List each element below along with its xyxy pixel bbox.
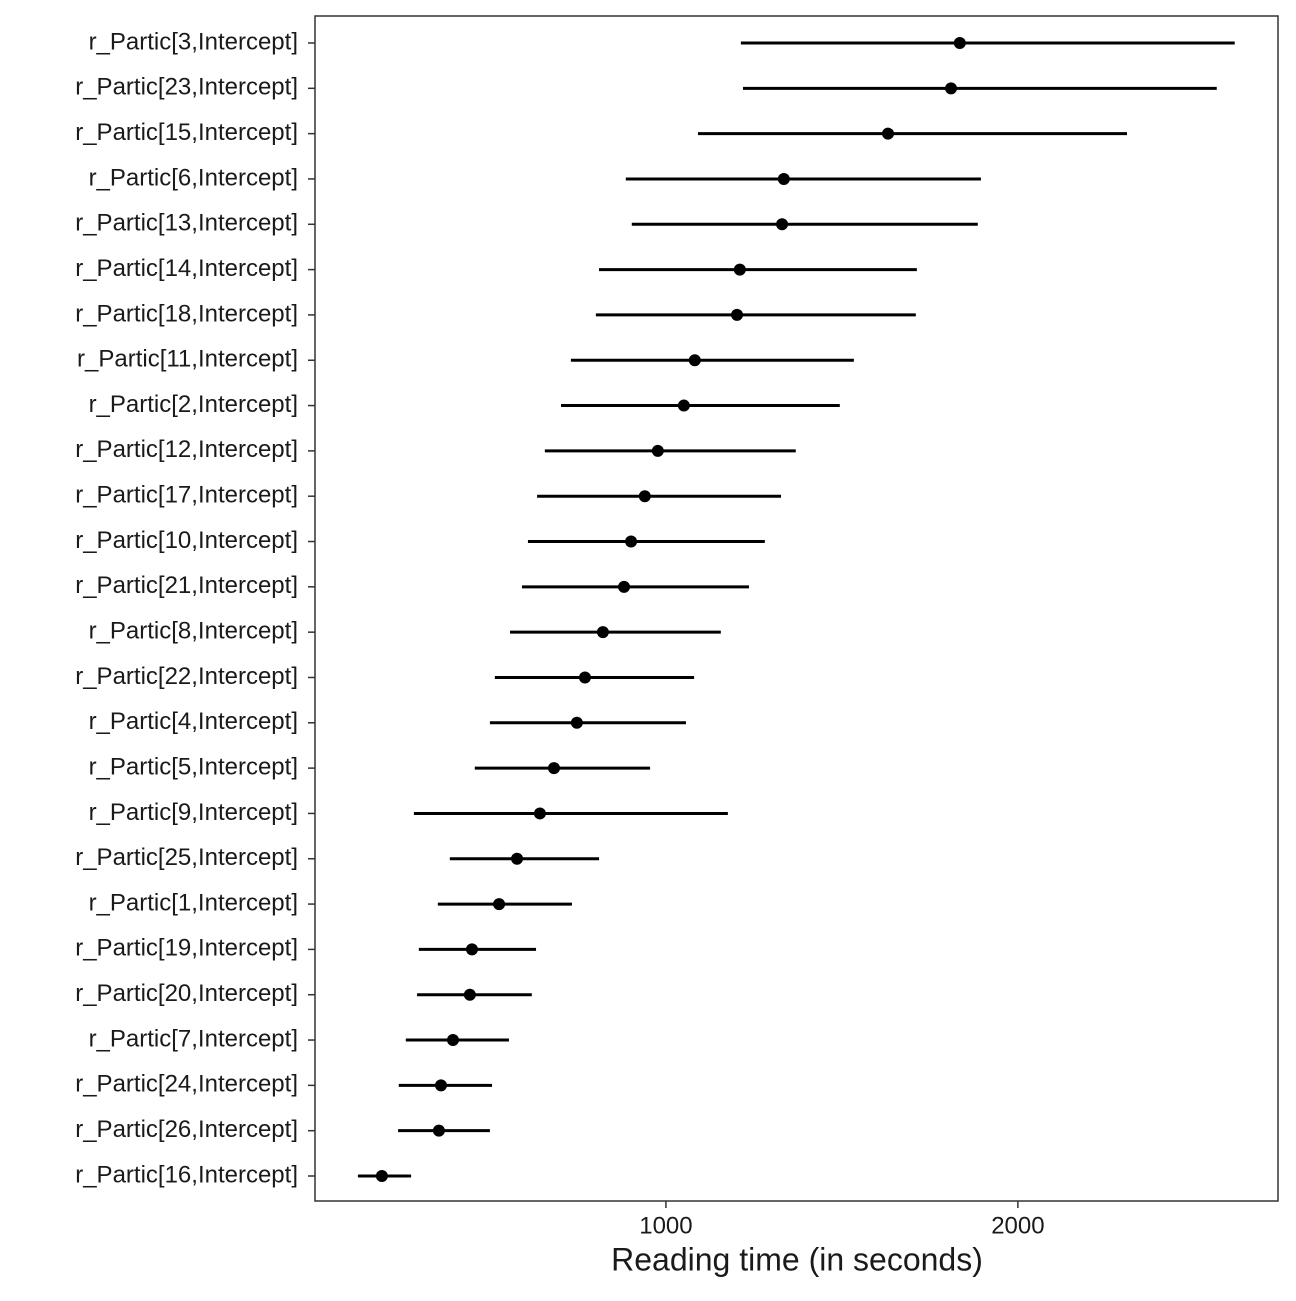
y-tick-label: r_Partic[25,Intercept] [75, 844, 298, 871]
point [625, 535, 638, 548]
y-tick-label: r_Partic[14,Intercept] [75, 255, 298, 282]
point [638, 490, 651, 503]
y-tick-label: r_Partic[10,Intercept] [75, 527, 298, 554]
point [570, 716, 583, 729]
y-tick-label: r_Partic[19,Intercept] [75, 935, 298, 962]
point [777, 172, 790, 185]
y-tick-label: r_Partic[8,Intercept] [89, 618, 298, 645]
point [945, 82, 958, 95]
y-tick-label: r_Partic[5,Intercept] [89, 753, 298, 780]
x-tick-label: 2000 [991, 1212, 1044, 1239]
y-tick-label: r_Partic[17,Intercept] [75, 482, 298, 509]
point [463, 988, 476, 1001]
y-tick-label: r_Partic[11,Intercept] [77, 346, 298, 373]
y-tick-label: r_Partic[9,Intercept] [89, 799, 298, 826]
point [733, 263, 746, 276]
y-tick-label: r_Partic[18,Intercept] [75, 300, 298, 327]
y-tick-label: r_Partic[15,Intercept] [75, 119, 298, 146]
y-tick-label: r_Partic[2,Intercept] [89, 391, 298, 418]
point [596, 626, 609, 639]
point [432, 1124, 445, 1137]
plot-frame [314, 15, 1279, 1202]
y-tick-label: r_Partic[20,Intercept] [75, 980, 298, 1007]
point [688, 354, 701, 367]
y-tick-label: r_Partic[4,Intercept] [89, 708, 298, 735]
point [547, 762, 560, 775]
point [882, 127, 895, 140]
y-tick-label: r_Partic[26,Intercept] [75, 1116, 298, 1143]
y-tick-label: r_Partic[16,Intercept] [75, 1161, 298, 1188]
point [578, 671, 591, 684]
point [493, 898, 506, 911]
point [375, 1170, 388, 1182]
y-tick-label: r_Partic[21,Intercept] [75, 572, 298, 599]
point [953, 37, 966, 49]
y-tick-label: r_Partic[7,Intercept] [89, 1025, 298, 1052]
point [511, 852, 524, 865]
point [651, 444, 664, 457]
y-tick-label: r_Partic[13,Intercept] [75, 210, 298, 237]
point [618, 580, 631, 593]
x-axis-title: Reading time (in seconds) [611, 1241, 983, 1277]
y-tick-label: r_Partic[12,Intercept] [75, 436, 298, 463]
y-tick-label: r_Partic[1,Intercept] [89, 889, 298, 916]
x-tick-label: 1000 [639, 1212, 692, 1239]
y-tick-label: r_Partic[3,Intercept] [89, 28, 298, 55]
y-tick-label: r_Partic[23,Intercept] [75, 74, 298, 101]
point [677, 399, 690, 412]
y-tick-label: r_Partic[6,Intercept] [89, 164, 298, 191]
point [731, 308, 744, 321]
point [533, 807, 546, 820]
point [776, 218, 789, 231]
y-tick-label: r_Partic[24,Intercept] [75, 1071, 298, 1098]
y-tick-label: r_Partic[22,Intercept] [75, 663, 298, 690]
point [465, 943, 478, 956]
point [435, 1079, 448, 1092]
point [446, 1034, 459, 1047]
